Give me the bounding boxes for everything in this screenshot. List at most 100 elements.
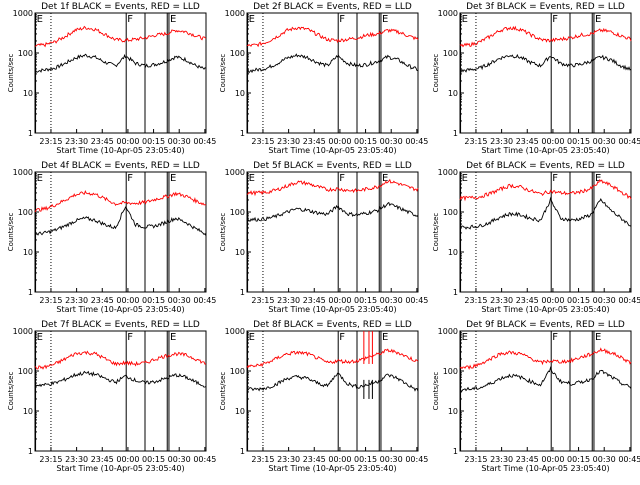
panel-7: Det 7f BLACK = Events, RED = LLD 1 10 100 10…	[7, 320, 216, 473]
panel-2: Det 2f BLACK = Events, RED = LLD 1 10 100 10…	[219, 2, 428, 155]
events-series-line	[459, 366, 632, 392]
x-tick-label: 23:30	[277, 296, 300, 305]
events-series-line	[34, 206, 207, 237]
x-tick-label: 23:45	[91, 296, 114, 305]
y-tick-label: 100	[18, 367, 33, 376]
y-axis-title: Counts/sec	[7, 213, 15, 252]
x-axis-title: Start Time (10-Apr-05 23:05:40)	[56, 305, 184, 314]
marker-label: E	[170, 332, 176, 343]
marker-label: E	[382, 14, 388, 25]
plot-frame	[246, 330, 419, 452]
lld-series-line	[459, 178, 632, 202]
x-tick-label: 00:30	[380, 137, 403, 146]
x-axis-title: Start Time (10-Apr-05 23:05:40)	[268, 146, 396, 155]
panel-title: Det 6f BLACK = Events, RED = LLD	[466, 161, 625, 171]
marker-label: F	[127, 14, 133, 25]
x-tick-label: 00:30	[380, 455, 403, 464]
x-tick-label: 00:30	[168, 455, 191, 464]
x-tick-label: 23:45	[516, 455, 539, 464]
plot-frame	[34, 12, 207, 134]
y-tick-label: 10	[235, 89, 245, 98]
marker-label: E	[37, 173, 43, 184]
x-tick-label: 00:30	[593, 455, 616, 464]
x-tick-label: 23:30	[65, 296, 88, 305]
panel-title: Det 8f BLACK = Events, RED = LLD	[253, 320, 412, 330]
y-tick-label: 100	[230, 208, 245, 217]
y-tick-label: 100	[443, 49, 458, 58]
x-axis-title: Start Time (10-Apr-05 23:05:40)	[268, 464, 396, 473]
lld-series-line	[246, 26, 419, 48]
marker-label: E	[37, 14, 43, 25]
events-series-line	[246, 53, 419, 74]
y-tick-label: 1000	[438, 168, 458, 177]
marker-label: E	[462, 14, 468, 25]
panel-1: Det 1f BLACK = Events, RED = LLD 1 10 100 10…	[7, 2, 216, 155]
x-tick-label: 00:15	[142, 137, 165, 146]
marker-label: E	[595, 14, 601, 25]
x-tick-label: 00:15	[354, 137, 377, 146]
x-tick-label: 23:30	[277, 137, 300, 146]
lld-series-line	[34, 350, 207, 370]
lld-series-line	[34, 190, 207, 213]
x-tick-label: 23:15	[251, 455, 274, 464]
y-tick-label: 100	[18, 49, 33, 58]
x-axis-title: Start Time (10-Apr-05 23:05:40)	[481, 146, 609, 155]
x-tick-label: 23:15	[39, 137, 62, 146]
plot-frame	[34, 330, 207, 452]
marker-label: F	[552, 173, 558, 184]
y-tick-label: 10	[23, 407, 33, 416]
y-tick-label: 1	[240, 129, 245, 138]
x-axis-title: Start Time (10-Apr-05 23:05:40)	[56, 464, 184, 473]
x-tick-label: 23:15	[464, 455, 487, 464]
events-series-line	[247, 372, 419, 392]
marker-label: E	[37, 332, 43, 343]
plot-frame	[459, 330, 632, 452]
y-tick-label: 1000	[225, 9, 245, 18]
x-tick-label: 00:30	[593, 296, 616, 305]
x-tick-label: 23:15	[39, 455, 62, 464]
panel-9: Det 9f BLACK = Events, RED = LLD 1 10 100 10…	[432, 320, 640, 473]
marker-label: E	[170, 173, 176, 184]
x-tick-label: 23:15	[39, 296, 62, 305]
marker-label: E	[462, 173, 468, 184]
x-tick-label: 00:00	[541, 296, 564, 305]
marker-label: F	[339, 332, 345, 343]
y-axis-title: Counts/sec	[219, 54, 227, 93]
events-series-line	[34, 370, 207, 388]
y-tick-label: 1000	[438, 9, 458, 18]
marker-label: E	[249, 14, 255, 25]
events-series-line	[34, 53, 207, 73]
x-tick-label: 00:15	[142, 455, 165, 464]
plot-frame	[34, 171, 207, 293]
x-axis-title: Start Time (10-Apr-05 23:05:40)	[56, 146, 184, 155]
events-series-line	[246, 201, 419, 223]
lld-series-line	[459, 25, 632, 48]
y-tick-label: 1000	[13, 9, 33, 18]
marker-label: F	[127, 332, 133, 343]
y-tick-label: 1	[453, 129, 458, 138]
panel-6: Det 6f BLACK = Events, RED = LLD 1 10 100 10…	[432, 161, 640, 314]
panel-8: Det 8f BLACK = Events, RED = LLD 1 10 100 10…	[219, 320, 428, 473]
x-tick-label: 00:30	[380, 296, 403, 305]
x-tick-label: 23:15	[464, 137, 487, 146]
marker-label: E	[382, 173, 388, 184]
x-tick-label: 23:30	[490, 137, 513, 146]
x-tick-label: 00:00	[116, 137, 139, 146]
x-tick-label: 23:30	[65, 137, 88, 146]
x-tick-label: 23:45	[91, 137, 114, 146]
y-axis-title: Counts/sec	[432, 372, 440, 411]
x-tick-label: 23:45	[91, 455, 114, 464]
y-tick-label: 10	[23, 89, 33, 98]
x-axis-title: Start Time (10-Apr-05 23:05:40)	[481, 464, 609, 473]
x-tick-label: 00:30	[168, 296, 191, 305]
x-tick-label: 00:00	[116, 296, 139, 305]
y-tick-label: 10	[448, 407, 458, 416]
marker-label: E	[595, 332, 601, 343]
x-tick-label: 00:45	[618, 455, 640, 464]
panel-title: Det 7f BLACK = Events, RED = LLD	[41, 320, 200, 330]
x-tick-label: 23:45	[516, 296, 539, 305]
events-series-line	[459, 196, 632, 230]
x-tick-label: 00:15	[354, 455, 377, 464]
